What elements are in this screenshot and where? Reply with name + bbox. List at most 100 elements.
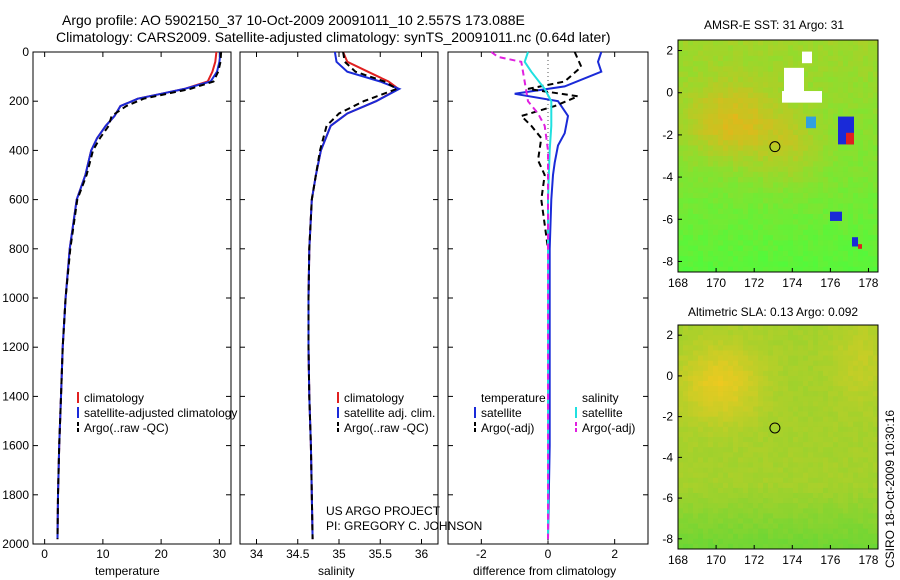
sst-map-cell — [778, 66, 784, 73]
sla-map-cell — [768, 325, 774, 331]
sla-map-cell — [843, 503, 849, 509]
sst-map-cell — [688, 203, 694, 210]
sst-map-cell — [843, 87, 849, 94]
sla-map-cell — [683, 447, 689, 453]
sla-map-cell — [773, 421, 779, 428]
sla-map-cell — [768, 381, 774, 387]
sla-map-cell — [838, 467, 844, 474]
sst-map-cell — [823, 229, 829, 236]
sst-map-cell — [853, 198, 859, 204]
sla-map-cell — [703, 538, 709, 545]
sla-map-cell — [873, 498, 879, 504]
sst-map-cell — [723, 40, 729, 46]
sla-map-cell — [868, 365, 874, 372]
sla-map-cell — [853, 360, 859, 367]
sla-map-cell — [803, 467, 809, 474]
sla-map-cell — [693, 442, 699, 448]
sla-map-cell — [863, 391, 869, 397]
sst-map-cell — [848, 235, 854, 241]
sst-map-cell — [803, 113, 809, 120]
sla-map-cell — [688, 482, 694, 489]
sst-map-cell — [743, 240, 749, 247]
sla-map-cell — [703, 406, 709, 412]
sst-map-cell — [873, 261, 879, 268]
sla-map-cell — [778, 325, 784, 331]
sla-map-cell — [768, 355, 774, 362]
sst-map-cell — [753, 55, 759, 62]
sla-map-cell — [793, 513, 799, 519]
sst-map-cell — [728, 214, 734, 220]
sla-map-cell — [843, 426, 849, 433]
sla-map-cell — [848, 391, 854, 397]
sst-map-cell — [748, 203, 754, 210]
sst-map-cell — [803, 40, 809, 46]
sla-map-cell — [718, 523, 724, 530]
sla-map-cell — [863, 503, 869, 509]
sla-map-cell — [723, 523, 729, 530]
sst-map-cell — [868, 150, 874, 157]
sst-map-cell — [853, 87, 859, 94]
sla-map-cell — [778, 498, 784, 504]
sst-map-cell — [768, 192, 774, 199]
sla-map-cell — [833, 508, 839, 514]
sla-map-cell — [728, 462, 734, 468]
sst-map-cell — [738, 129, 744, 136]
sst-map-cell — [778, 45, 784, 51]
sla-map-cell — [793, 375, 799, 382]
sla-map-cell — [798, 487, 804, 494]
sst-map-cell — [758, 50, 764, 57]
sst-map-cell — [713, 182, 719, 189]
sla-map-cell — [688, 493, 694, 499]
sst-map-cell — [718, 113, 724, 120]
sst-map-cell — [863, 76, 869, 83]
sla-map-cell — [773, 325, 779, 331]
sla-map-cell — [688, 416, 694, 423]
sst-map-cell — [788, 40, 794, 46]
sla-map-cell — [843, 442, 849, 448]
sla-map-cell — [808, 401, 814, 407]
sla-map-cell — [833, 442, 839, 448]
sst-map-cell — [698, 177, 704, 183]
sla-map-cell — [858, 421, 864, 428]
sst-map-cell — [768, 108, 774, 115]
sst-map-cell — [783, 261, 789, 268]
sla-map-cell — [758, 421, 764, 428]
sst-map-cell — [833, 150, 839, 157]
sla-map-cell — [828, 355, 834, 362]
sla-map-cell — [858, 426, 864, 433]
sla-map-cell — [703, 381, 709, 387]
sla-map-cell — [733, 533, 739, 540]
sst-map-cell — [783, 245, 789, 252]
sla-map-cell — [818, 533, 824, 540]
sla-map-cell — [773, 370, 779, 377]
sla-map-cell — [798, 391, 804, 397]
sst-map-cell — [743, 214, 749, 220]
sla-map-cell — [788, 477, 794, 484]
sst-map-cell — [753, 82, 759, 88]
sst-map-cell — [683, 76, 689, 83]
sst-map-cell — [763, 103, 769, 109]
sst-map-cell — [748, 214, 754, 220]
sla-map-cell — [683, 416, 689, 423]
sst-map-cell — [778, 171, 784, 178]
sla-map-cell — [813, 457, 819, 463]
sst-map-cell — [723, 140, 729, 146]
sla-map-cell — [813, 452, 819, 458]
sla-map-cell — [848, 482, 854, 489]
sst-map-cell — [708, 87, 714, 94]
sla-map-cell — [778, 533, 784, 540]
sla-map-cell — [728, 533, 734, 540]
sst-map-cell — [773, 66, 779, 73]
sla-map-cell — [688, 437, 694, 443]
sla-map-cell — [853, 452, 859, 458]
sst-map-cell — [798, 171, 804, 178]
sst-map-cell — [678, 187, 684, 194]
sla-map-cell — [698, 416, 704, 423]
sla-map-cell — [798, 431, 804, 438]
sla-map-cell — [763, 431, 769, 438]
sst-map-cell — [693, 140, 699, 146]
sst-map-cell — [828, 108, 834, 115]
sla-map-cell — [848, 533, 854, 540]
sst-map-cell — [738, 150, 744, 157]
sst-map-cell — [693, 182, 699, 189]
